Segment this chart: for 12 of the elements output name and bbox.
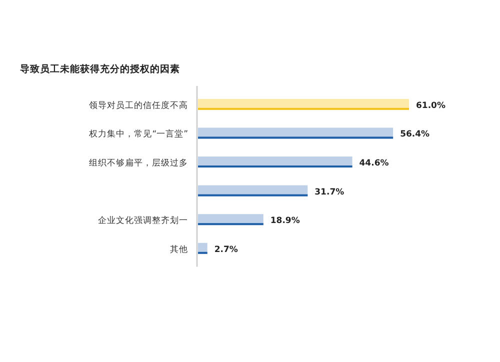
data-label: 2.7% <box>214 244 238 255</box>
data-label: 31.7% <box>314 187 345 198</box>
y-tick-label: 权力集中，常见“一言堂” <box>88 128 188 140</box>
y-tick-label: 企业文化强调整齐划一 <box>98 215 188 226</box>
y-tick-label: 组织不够扁平，层级过多 <box>89 158 188 168</box>
y-tick-label: 其他 <box>170 244 188 255</box>
data-label: 56.4% <box>400 130 430 140</box>
y-tick-label: 领导对员工的信任度不高 <box>89 100 188 111</box>
data-label: 44.6% <box>359 158 390 168</box>
data-label: 61.0% <box>416 100 446 111</box>
data-label: 18.9% <box>270 216 300 226</box>
text: 导致员工未能获得充分的授权的因素 <box>20 63 180 75</box>
